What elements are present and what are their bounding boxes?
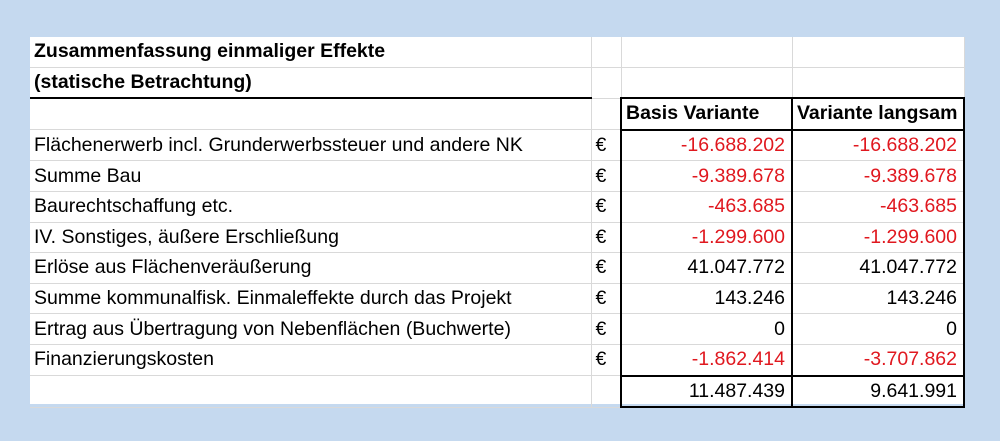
row-unit: € (591, 191, 621, 223)
table-row: Summe Bau € -9.389.678 -9.389.678 (30, 160, 965, 192)
total-value-base: 11.487.439 (620, 375, 793, 409)
row-value-base: -1.299.600 (620, 222, 793, 254)
totals-row: 11.487.439 9.641.991 (30, 375, 965, 409)
row-value-base: 41.047.772 (620, 252, 793, 284)
row-value-base: -463.685 (620, 191, 793, 223)
row-unit: € (591, 283, 621, 315)
row-value-slow: -16.688.202 (792, 129, 965, 162)
row-value-slow: -9.389.678 (792, 160, 965, 192)
header-row: Basis Variante Variante langsam (30, 98, 965, 131)
table-title-line1: Zusammenfassung einmaliger Effekte (30, 37, 592, 68)
title-row-1: Zusammenfassung einmaliger Effekte (30, 37, 965, 68)
summary-table-sheet: Zusammenfassung einmaliger Effekte (stat… (30, 37, 965, 409)
row-value-slow: -1.299.600 (792, 222, 965, 254)
row-unit: € (591, 222, 621, 254)
row-label: Summe Bau (30, 160, 592, 192)
row-label: Summe kommunalfisk. Einmaleffekte durch … (30, 283, 592, 315)
row-value-base: -16.688.202 (620, 129, 793, 162)
empty-cell (591, 98, 621, 131)
row-label: Finanzierungskosten (30, 344, 592, 377)
table-row: Erlöse aus Flächenveräußerung € 41.047.7… (30, 252, 965, 284)
row-value-base: 143.246 (620, 283, 793, 315)
row-label: Ertrag aus Übertragung von Nebenflächen … (30, 313, 592, 345)
empty-cell (591, 37, 622, 68)
row-unit: € (591, 129, 621, 162)
table-row: IV. Sonstiges, äußere Erschließung € -1.… (30, 222, 965, 254)
empty-cell (591, 67, 622, 99)
empty-cell (621, 67, 793, 100)
header-variante-langsam: Variante langsam (792, 98, 965, 131)
row-label: Baurechtschaffung etc. (30, 191, 592, 223)
row-unit: € (591, 252, 621, 284)
row-value-base: -9.389.678 (620, 160, 793, 192)
table-row: Summe kommunalfisk. Einmaleffekte durch … (30, 283, 965, 315)
row-value-slow: 41.047.772 (792, 252, 965, 284)
summary-table: Zusammenfassung einmaliger Effekte (stat… (30, 37, 965, 409)
row-value-slow: 143.246 (792, 283, 965, 315)
table-row: Baurechtschaffung etc. € -463.685 -463.6… (30, 191, 965, 223)
row-unit: € (591, 313, 621, 345)
row-value-slow: -3.707.862 (792, 344, 965, 377)
row-unit: € (591, 344, 621, 377)
row-value-slow: -463.685 (792, 191, 965, 223)
table-row: Flächenerwerb incl. Grunderwerbssteuer u… (30, 129, 965, 162)
row-label: IV. Sonstiges, äußere Erschließung (30, 222, 592, 254)
table-row: Ertrag aus Übertragung von Nebenflächen … (30, 313, 965, 345)
row-value-base: 0 (620, 313, 793, 345)
table-row: Finanzierungskosten € -1.862.414 -3.707.… (30, 344, 965, 377)
row-value-base: -1.862.414 (620, 344, 793, 377)
title-row-2: (statische Betrachtung) (30, 67, 965, 100)
row-unit: € (591, 160, 621, 192)
row-value-slow: 0 (792, 313, 965, 345)
total-value-slow: 9.641.991 (792, 375, 965, 409)
table-title-line2: (statische Betrachtung) (30, 67, 592, 100)
row-label: Erlöse aus Flächenveräußerung (30, 252, 592, 284)
empty-cell (621, 37, 793, 68)
row-label: Flächenerwerb incl. Grunderwerbssteuer u… (30, 129, 592, 162)
header-basis-variante: Basis Variante (620, 98, 793, 131)
empty-cell (591, 375, 621, 408)
empty-cell (30, 98, 592, 131)
empty-cell (792, 67, 965, 100)
empty-cell (30, 375, 592, 408)
empty-cell (792, 37, 965, 68)
